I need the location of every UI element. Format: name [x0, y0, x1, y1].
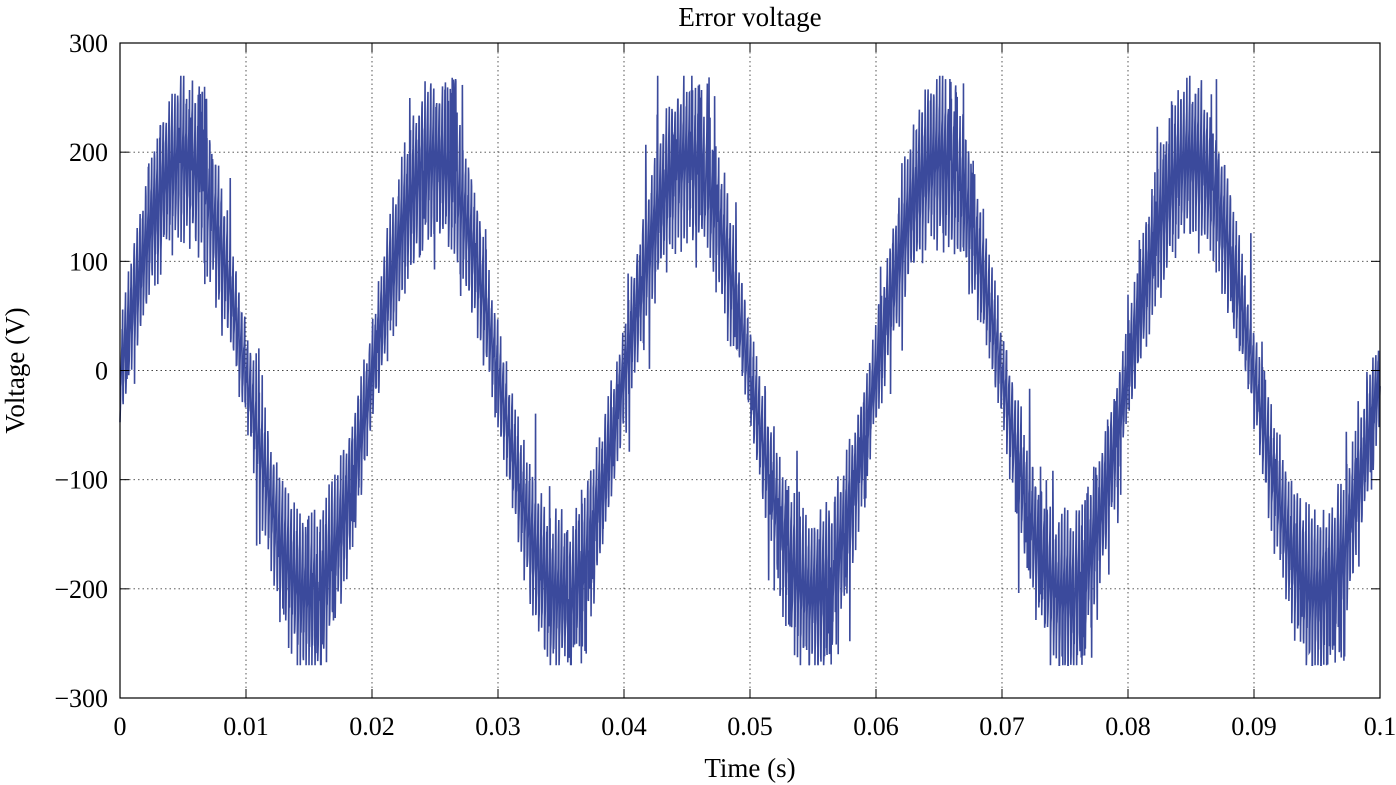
x-tick-label: 0	[114, 712, 127, 741]
x-tick-label: 0.03	[475, 712, 521, 741]
y-tick-label: 200	[69, 138, 108, 167]
x-tick-label: 0.02	[349, 712, 395, 741]
y-tick-label: −200	[54, 575, 108, 604]
x-tick-label: 0.01	[223, 712, 269, 741]
x-axis-label: Time (s)	[704, 753, 795, 783]
axis-ticks: 0 0.01 0.02 0.03 0.04 0.05 0.06 0.07 0.08 0.09 0.1…	[54, 29, 1396, 741]
x-tick-label: 0.09	[1231, 712, 1277, 741]
y-tick-label: −100	[54, 466, 108, 495]
chart-title: Error voltage	[678, 2, 821, 32]
x-tick-label: 0.1	[1364, 712, 1396, 741]
x-tick-label: 0.07	[979, 712, 1025, 741]
y-axis-label: Voltage (V)	[0, 307, 30, 433]
series-error-voltage	[119, 75, 1381, 667]
x-tick-label: 0.08	[1105, 712, 1151, 741]
y-tick-label: 0	[95, 357, 108, 386]
x-tick-label: 0.06	[853, 712, 899, 741]
y-tick-label: −300	[54, 684, 108, 713]
grid-lines	[120, 43, 1380, 698]
error-voltage-trace	[119, 75, 1381, 667]
x-tick-label: 0.04	[601, 712, 647, 741]
x-tick-label: 0.05	[727, 712, 773, 741]
y-tick-label: 300	[69, 29, 108, 58]
y-tick-label: 100	[69, 247, 108, 276]
